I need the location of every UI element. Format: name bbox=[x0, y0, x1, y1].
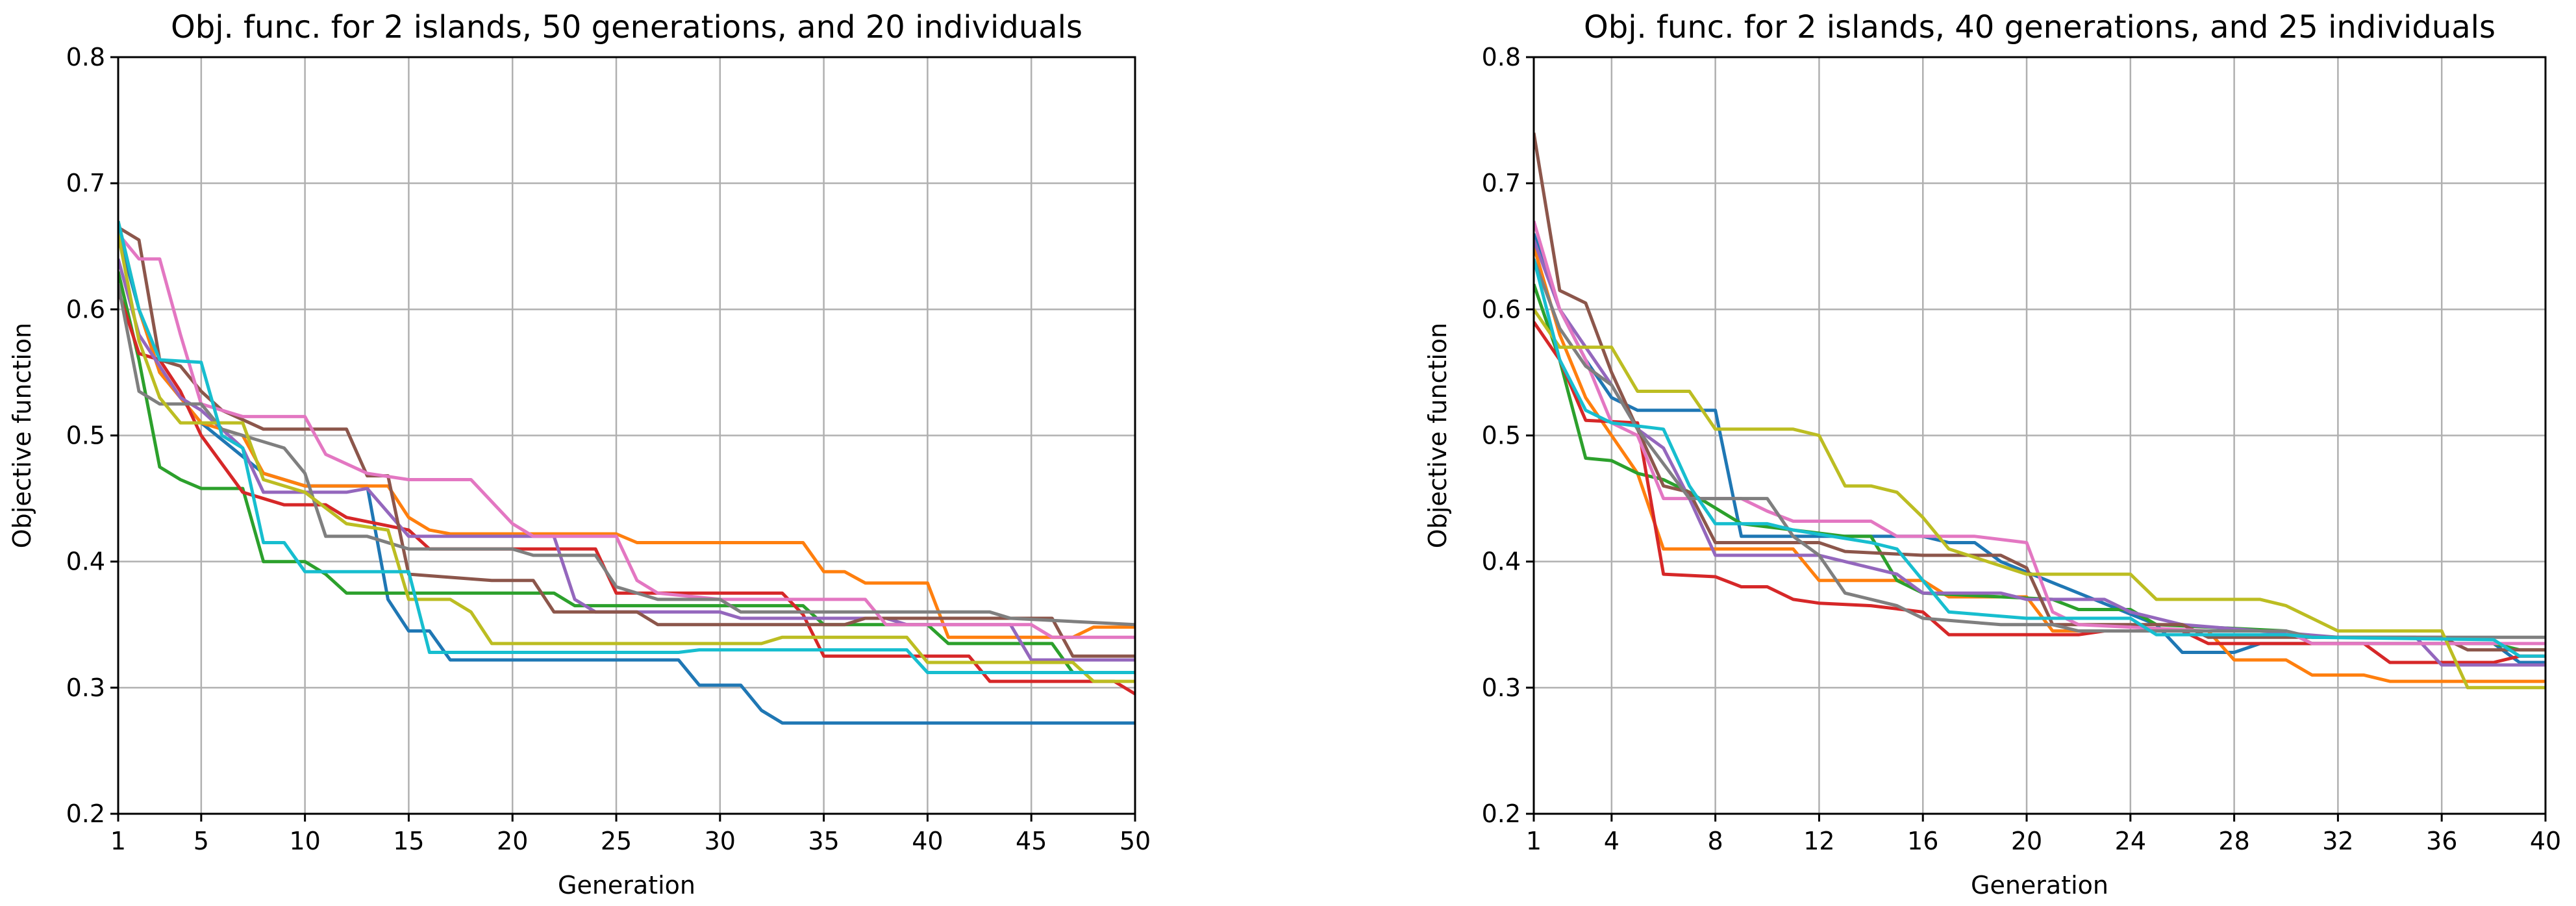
series-line-run-10 bbox=[118, 220, 1135, 674]
y-tick-label: 0.7 bbox=[1482, 169, 1521, 197]
series-line-run-2 bbox=[1534, 245, 2545, 683]
x-tick-label: 12 bbox=[1803, 827, 1834, 855]
series-line-run-1 bbox=[118, 233, 1135, 725]
x-tick-label: 1 bbox=[1526, 827, 1542, 855]
gridlines bbox=[1532, 56, 2547, 815]
y-tick-label: 0.6 bbox=[66, 295, 105, 323]
series-group bbox=[1534, 132, 2545, 690]
series-line-run-10 bbox=[1534, 258, 2545, 658]
x-tick-label: 35 bbox=[808, 827, 839, 855]
series-line-run-9 bbox=[118, 233, 1135, 683]
x-tick-label: 20 bbox=[2011, 827, 2042, 855]
gridlines bbox=[117, 56, 1136, 815]
x-tick-label: 5 bbox=[194, 827, 209, 855]
y-tick-label: 0.5 bbox=[66, 422, 105, 450]
chart-left: Obj. func. for 2 islands, 50 generations… bbox=[8, 9, 1151, 900]
series-line-run-9 bbox=[1534, 308, 2545, 690]
series-line-run-5 bbox=[1534, 239, 2545, 667]
series-line-run-4 bbox=[1534, 321, 2545, 664]
chart-right: Obj. func. for 2 islands, 40 generations… bbox=[1423, 9, 2561, 900]
x-tick-label: 4 bbox=[1604, 827, 1619, 855]
y-axis-label: Objective function bbox=[8, 323, 36, 549]
y-tick-label: 0.5 bbox=[1482, 422, 1521, 450]
x-tick-label: 40 bbox=[912, 827, 943, 855]
y-tick-label: 0.4 bbox=[1482, 547, 1521, 576]
x-tick-label: 32 bbox=[2322, 827, 2353, 855]
x-tick-label: 40 bbox=[2530, 827, 2561, 855]
x-tick-label: 36 bbox=[2426, 827, 2457, 855]
series-line-run-6 bbox=[1534, 132, 2545, 652]
chart-title: Obj. func. for 2 islands, 50 generations… bbox=[171, 9, 1082, 45]
x-axis-label: Generation bbox=[1971, 871, 2108, 900]
chart-title: Obj. func. for 2 islands, 40 generations… bbox=[1584, 9, 2495, 45]
x-tick-label: 25 bbox=[601, 827, 632, 855]
x-tick-label: 30 bbox=[705, 827, 736, 855]
y-tick-label: 0.7 bbox=[66, 169, 105, 197]
y-tick-label: 0.8 bbox=[1482, 43, 1521, 71]
series-line-run-7 bbox=[1534, 220, 2545, 646]
y-tick-label: 0.2 bbox=[1482, 799, 1521, 828]
series-group bbox=[118, 220, 1135, 725]
y-tick-label: 0.3 bbox=[66, 673, 105, 702]
series-line-run-8 bbox=[1534, 258, 2545, 639]
x-tick-label: 20 bbox=[497, 827, 528, 855]
x-tick-label: 1 bbox=[110, 827, 126, 855]
series-line-run-5 bbox=[118, 258, 1135, 662]
x-tick-label: 45 bbox=[1016, 827, 1047, 855]
x-tick-label: 28 bbox=[2218, 827, 2249, 855]
series-line-run-3 bbox=[118, 271, 1135, 674]
y-tick-label: 0.3 bbox=[1482, 673, 1521, 702]
series-line-run-8 bbox=[118, 284, 1135, 627]
x-tick-label: 15 bbox=[393, 827, 424, 855]
y-tick-label: 0.6 bbox=[1482, 295, 1521, 323]
x-tick-label: 10 bbox=[289, 827, 320, 855]
x-tick-label: 24 bbox=[2115, 827, 2146, 855]
y-axis-label: Objective function bbox=[1423, 323, 1452, 549]
x-tick-label: 16 bbox=[1907, 827, 1938, 855]
y-tick-label: 0.8 bbox=[66, 43, 105, 71]
y-tick-label: 0.2 bbox=[66, 799, 105, 828]
x-tick-label: 8 bbox=[1708, 827, 1723, 855]
x-tick-label: 50 bbox=[1119, 827, 1151, 855]
x-axis-label: Generation bbox=[558, 871, 695, 900]
y-tick-label: 0.4 bbox=[66, 547, 105, 576]
